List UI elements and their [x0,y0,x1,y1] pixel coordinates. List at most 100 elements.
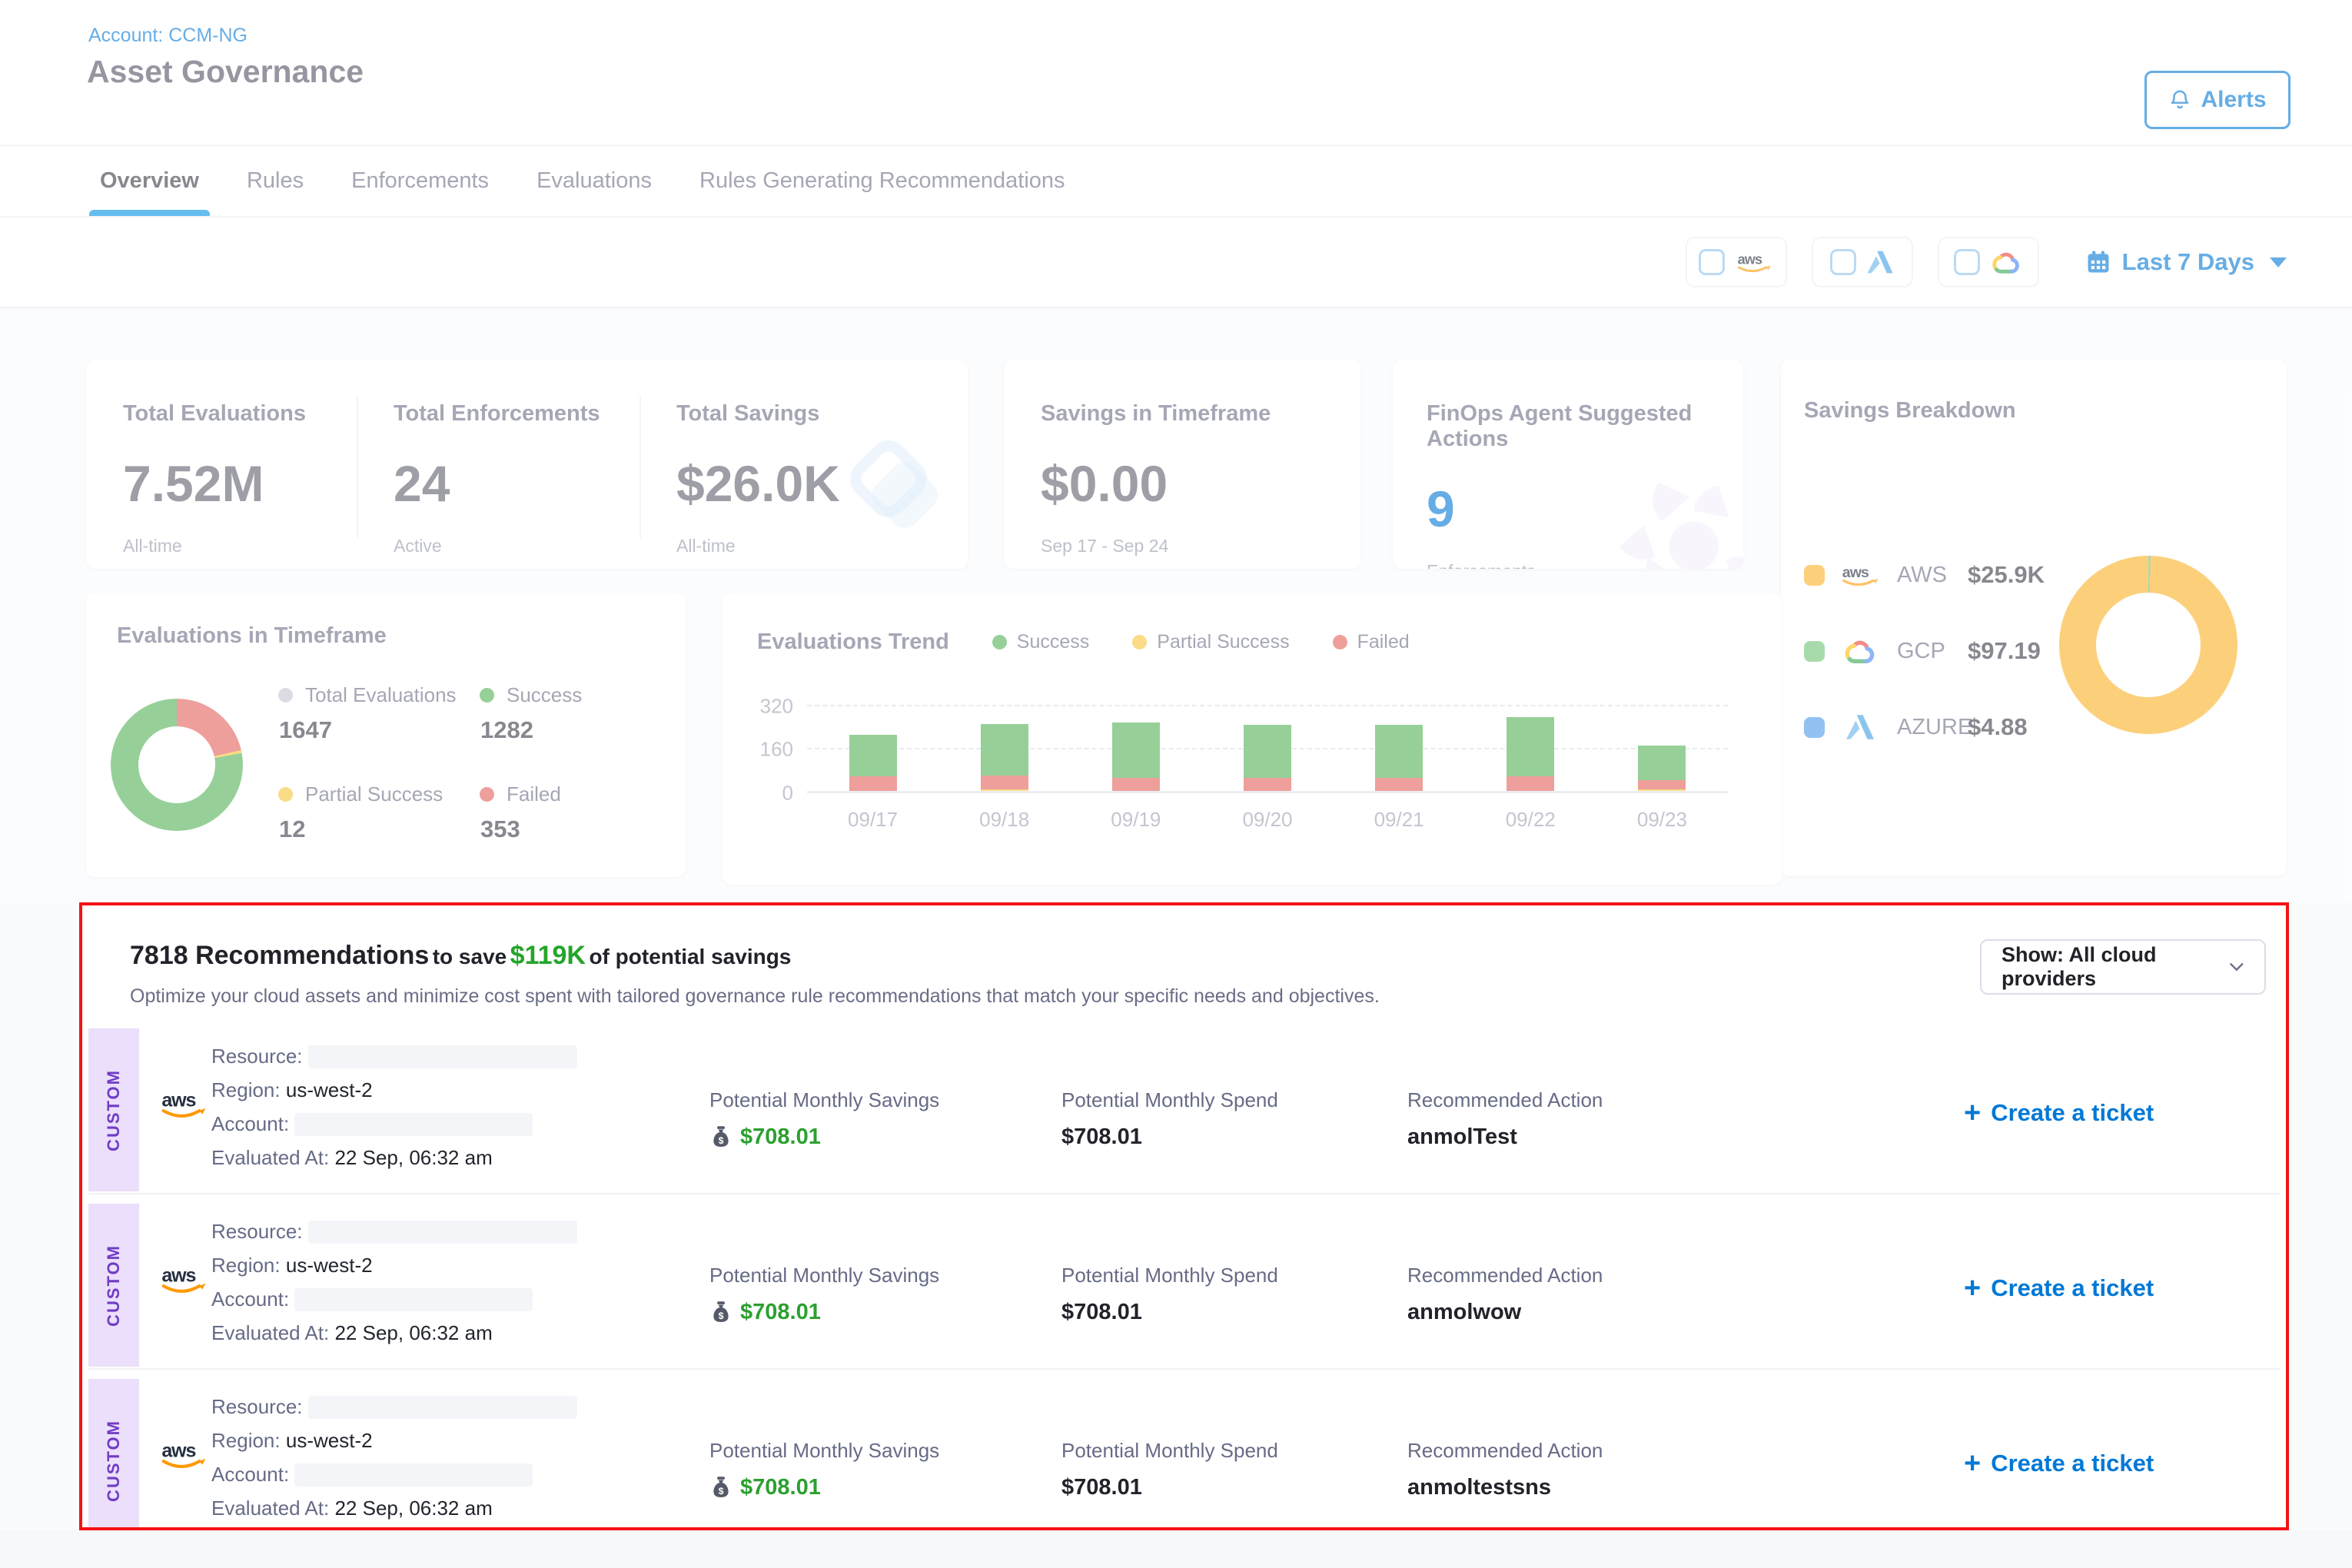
azure-checkbox[interactable] [1830,249,1856,275]
divider [357,397,358,538]
evaluations-donut-chart [111,699,243,831]
gcp-swatch [1804,641,1825,662]
custom-rule-tag: CUSTOM [88,1028,139,1191]
tab-bar: Overview Rules Enforcements Evaluations … [0,146,2352,218]
custom-rule-tag: CUSTOM [88,1379,139,1530]
recommendation-row[interactable]: CUSTOM aws Resource: Region: us-west-2 A… [88,1204,2280,1370]
tab-rules-generating-recommendations[interactable]: Rules Generating Recommendations [699,146,1065,216]
page-title: Asset Governance [87,54,364,90]
money-bag-icon: $ [709,1476,733,1500]
potential-monthly-savings: Potential Monthly Savings $ $708.0 [709,1264,939,1325]
green-dot-icon [480,688,494,703]
red-dot-icon [1333,635,1347,649]
legend-item-azure: AZURE $4.88 [1804,713,2045,741]
legend-item-gcp: GCP $97.19 [1804,636,2045,666]
recommendations-wrap: 7818 Recommendations to save $119K of po… [0,902,2352,1530]
recommendation-row[interactable]: CUSTOM aws Resource: Region: us-west-2 A… [88,1379,2280,1530]
account-breadcrumb[interactable]: Account: CCM-NG [88,25,247,47]
recommendations-description: Optimize your cloud assets and minimize … [130,985,1380,1008]
aws-logo-icon: aws [159,1088,210,1123]
aws-logo-icon: aws [159,1264,210,1298]
svg-text:$: $ [719,1311,724,1321]
gcp-checkbox[interactable] [1954,249,1980,275]
gcp-logo-icon [1991,248,2023,276]
dashboard-cards-area: Total Evaluations 7.52M All-time Total E… [0,308,2352,902]
total-savings-stat: Total Savings $26.0K All-time [676,360,840,569]
potential-monthly-spend: Potential Monthly Spend $708.01 [1061,1264,1278,1325]
redacted-resource-value [308,1396,577,1419]
savings-breakdown-donut-chart [2059,556,2237,734]
savings-in-timeframe-card: Savings in Timeframe $0.00 Sep 17 - Sep … [1004,360,1360,569]
recommended-action: Recommended Action anmolwow [1407,1264,1603,1325]
trend-bar: 09/19 [1112,705,1160,791]
recommended-action: Recommended Action anmoltestsns [1407,1439,1603,1500]
trend-title: Evaluations Trend [757,630,949,655]
svg-text:aws: aws [161,1089,195,1111]
aws-filter-chip[interactable]: aws [1686,237,1787,287]
azure-logo-icon [1837,714,1885,740]
recommendation-row[interactable]: CUSTOM aws Resource: Region: us-west-2 A… [88,1028,2280,1194]
x-axis-label: 09/23 [1637,808,1687,832]
svg-text:$: $ [719,1135,724,1146]
yellow-dot-icon [278,787,293,802]
svg-text:aws: aws [1842,564,1869,581]
resource-details: Resource: Region: us-west-2 Account: Eva… [211,1039,577,1174]
recommendations-heading: 7818 Recommendations to save $119K of po… [130,941,791,971]
create-ticket-button[interactable]: + Create a ticket [1964,1099,2154,1127]
asset-governance-page: Account: CCM-NG Asset Governance Alerts … [0,0,2352,1568]
savings-watermark-icon [823,414,954,548]
alerts-label: Alerts [2201,87,2266,113]
x-axis-label: 09/18 [979,808,1029,832]
x-axis-label: 09/22 [1506,808,1556,832]
date-range-label: Last 7 Days [2122,248,2254,276]
svg-text:aws: aws [161,1264,195,1286]
recommendations-list: CUSTOM aws Resource: Region: us-west-2 A… [88,1028,2280,1530]
date-range-picker[interactable]: Last 7 Days [2085,248,2287,276]
resource-details: Resource: Region: us-west-2 Account: Eva… [211,1390,577,1525]
recommended-action: Recommended Action anmolTest [1407,1088,1603,1150]
money-bag-icon: $ [709,1301,733,1325]
azure-logo-icon [1867,250,1895,274]
page-header: Account: CCM-NG Asset Governance Alerts [0,0,2352,146]
azure-filter-chip[interactable] [1812,237,1913,287]
redacted-resource-value [308,1221,577,1244]
custom-rule-tag: CUSTOM [88,1204,139,1367]
legend-success: Success 1282 [480,683,582,744]
redacted-resource-value [308,1045,577,1068]
trend-bar: 09/20 [1244,705,1291,791]
create-ticket-button[interactable]: + Create a ticket [1964,1450,2154,1477]
x-axis-label: 09/21 [1374,808,1424,832]
finops-suggested-actions-card: FinOps Agent Suggested Actions 9 Enforce… [1393,360,1743,569]
cloud-provider-filter-dropdown[interactable]: Show: All cloud providers [1980,939,2266,995]
tab-enforcements[interactable]: Enforcements [351,146,489,216]
plus-icon: + [1964,1101,1981,1125]
tab-evaluations[interactable]: Evaluations [537,146,652,216]
total-evaluations-stat: Total Evaluations 7.52M All-time [123,360,306,569]
page-bottom-strip [0,1530,2352,1568]
trend-bar: 09/22 [1507,705,1554,791]
potential-monthly-savings: Potential Monthly Savings $ $708.0 [709,1439,939,1500]
tab-rules[interactable]: Rules [247,146,304,216]
gcp-filter-chip[interactable] [1938,237,2039,287]
tab-overview[interactable]: Overview [100,146,199,216]
redacted-account-value [294,1288,533,1311]
azure-swatch [1804,717,1825,738]
create-ticket-button[interactable]: + Create a ticket [1964,1274,2154,1302]
divider [639,397,641,538]
aws-swatch [1804,565,1825,586]
svg-text:aws: aws [161,1440,195,1461]
resource-details: Resource: Region: us-west-2 Account: Eva… [211,1214,577,1350]
aws-logo-icon: aws [1736,250,1774,274]
plus-icon: + [1964,1277,1981,1300]
alerts-button[interactable]: Alerts [2144,71,2291,129]
trend-legend-failed: Failed [1333,631,1410,653]
trend-bar: 09/21 [1375,705,1423,791]
gray-dot-icon [278,688,293,703]
totals-stats-card: Total Evaluations 7.52M All-time Total E… [86,360,968,569]
legend-partial-success: Partial Success 12 [278,782,480,843]
aws-checkbox[interactable] [1699,249,1725,275]
legend-item-aws: aws AWS $25.9K [1804,561,2045,589]
money-bag-icon: $ [709,1125,733,1150]
svg-text:aws: aws [1737,252,1762,267]
trend-bar-chart: 320 160 0 09/1709/1809/1909/2009/2109/22… [807,705,1728,791]
